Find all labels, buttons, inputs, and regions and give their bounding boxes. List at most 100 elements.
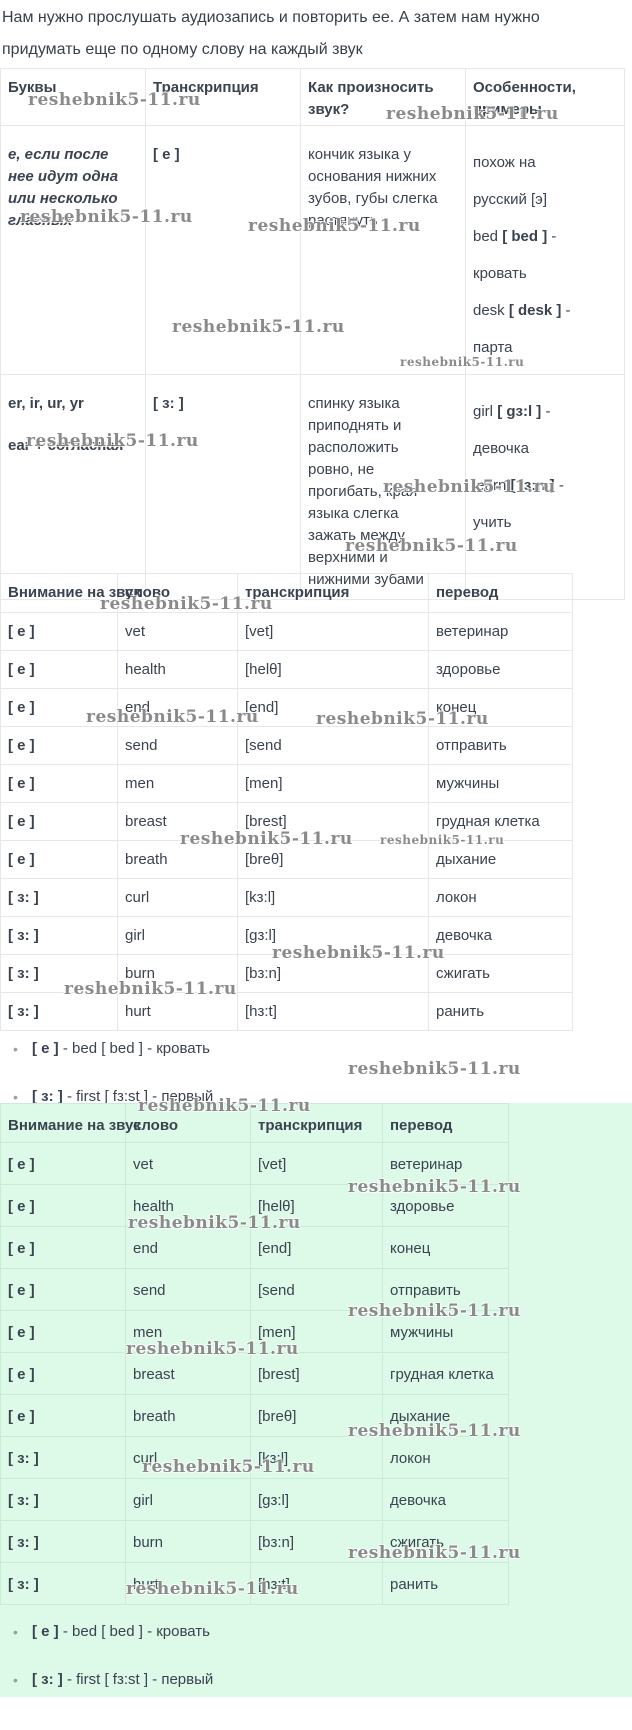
translation-cell: мужчины xyxy=(428,764,573,803)
translation-cell: девочка xyxy=(428,916,573,955)
table-row: [ e ] breath [breθ] дыхание xyxy=(0,840,573,879)
table-row: [ e ] breast [brest] грудная клетка xyxy=(0,1352,509,1395)
sound-cell: [ з: ] xyxy=(0,878,118,917)
translation-cell: локон xyxy=(428,878,573,917)
translation-cell: отправить xyxy=(382,1268,509,1311)
sound-cell: [ з: ] xyxy=(0,1436,126,1479)
features-cell: похож на русский [э] bed [ bed ] - крова… xyxy=(465,125,625,375)
transcription-cell: [kз:l] xyxy=(237,878,429,917)
table-row: [ e ] end [end] конец xyxy=(0,688,573,727)
word-cell: men xyxy=(125,1310,251,1353)
letters-cell: е, если после нее идут одна или нескольк… xyxy=(0,125,146,375)
sound-cell: [ e ] xyxy=(0,1226,126,1269)
translation-cell: грудная клетка xyxy=(428,802,573,841)
sound-cell: [ e ] xyxy=(0,612,118,651)
translation-cell: здоровье xyxy=(382,1184,509,1227)
word-cell: breast xyxy=(125,1352,251,1395)
sound-cell: [ з: ] xyxy=(0,1520,126,1563)
transcription-cell: [send xyxy=(250,1268,383,1311)
translation-cell: здоровье xyxy=(428,650,573,689)
transcription-cell: [men] xyxy=(237,764,429,803)
table-row: [ з: ] curl [kз:l] локон xyxy=(0,1436,509,1479)
word-cell: hurt xyxy=(117,992,238,1031)
letters-cell: er, ir, ur, yr ear + согласная xyxy=(0,374,146,600)
translation-cell: конец xyxy=(382,1226,509,1269)
practice-header-transcription: транскрипция xyxy=(237,573,429,613)
translation-cell: отправить xyxy=(428,726,573,765)
feature-example: bed [ bed ] - кровать xyxy=(473,228,557,282)
transcription-cell: [brest] xyxy=(237,802,429,841)
features-cell: girl [ gз:l ] - девочка learn [ lз:n ] -… xyxy=(465,374,625,600)
sound-cell: [ e ] xyxy=(0,1184,126,1227)
translation-cell: сжигать xyxy=(382,1520,509,1563)
table-row: [ e ] vet [vet] ветеринар xyxy=(0,1142,509,1185)
sound-cell: [ e ] xyxy=(0,726,118,765)
practice-header-translation: перевод xyxy=(428,573,573,613)
intro-text: Нам нужно прослушать аудиозапись и повто… xyxy=(2,9,540,58)
word-cell: health xyxy=(117,650,238,689)
transcription-cell: [hз:t] xyxy=(237,992,429,1031)
rules-header-row: Буквы Транскрипция Как произносить звук?… xyxy=(0,68,625,126)
word-cell: curl xyxy=(125,1436,251,1479)
sound-cell: [ з: ] xyxy=(0,954,118,993)
table-row: [ з: ] hurt [hз:t] ранить xyxy=(0,1562,509,1605)
word-cell: send xyxy=(125,1268,251,1311)
translation-cell: ранить xyxy=(428,992,573,1031)
translation-cell: дыхание xyxy=(382,1394,509,1437)
practice-header-sound: Внимание на звук xyxy=(0,1103,141,1143)
transcription-cell: [end] xyxy=(237,688,429,727)
translation-cell: ветеринар xyxy=(428,612,573,651)
table-row: [ e ] breath [breθ] дыхание xyxy=(0,1394,509,1437)
practice-header-row: Внимание на звук слово транскрипция пере… xyxy=(0,573,573,613)
practice-header-word: слово xyxy=(125,1103,251,1143)
sound-cell: [ e ] xyxy=(0,764,118,803)
rules-header-letters: Буквы xyxy=(0,68,146,126)
table-row: [ e ] vet [vet] ветеринар xyxy=(0,612,573,651)
practice-header-transcription: транскрипция xyxy=(250,1103,383,1143)
word-cell: vet xyxy=(125,1142,251,1185)
sound-cell: [ e ] xyxy=(0,840,118,879)
word-cell: end xyxy=(125,1226,251,1269)
translation-cell: грудная клетка xyxy=(382,1352,509,1395)
list-item: [ з: ] - first [ fз:st ] - первый xyxy=(0,1669,600,1691)
word-cell: hurt xyxy=(125,1562,251,1605)
transcription-cell: [vet] xyxy=(250,1142,383,1185)
transcription-cell: [vet] xyxy=(237,612,429,651)
rules-header-how: Как произносить звук? xyxy=(300,68,466,126)
feature-example: girl [ gз:l ] - девочка xyxy=(473,403,551,457)
rules-row-er: er, ir, ur, yr ear + согласная [ з: ] сп… xyxy=(0,374,625,600)
word-cell: burn xyxy=(117,954,238,993)
table-row: [ e ] send [send отправить xyxy=(0,1268,509,1311)
word-cell: girl xyxy=(125,1478,251,1521)
sound-cell: [ з: ] xyxy=(0,1562,126,1605)
transcription-cell: [hз:t] xyxy=(250,1562,383,1605)
feature-note: похож на русский [э] xyxy=(473,154,547,208)
rules-header-features: Особенности, примеры xyxy=(465,68,625,126)
sound-cell: [ e ] xyxy=(0,1310,126,1353)
transcription-cell: [breθ] xyxy=(250,1394,383,1437)
table-row: [ з: ] hurt [hз:t] ранить xyxy=(0,992,573,1031)
sound-cell: [ з: ] xyxy=(0,916,118,955)
table-row: [ з: ] girl [gз:l] девочка xyxy=(0,1478,509,1521)
translation-cell: мужчины xyxy=(382,1310,509,1353)
list-item: [ e ] - bed [ bed ] - кровать xyxy=(0,1621,600,1643)
sound-cell: [ e ] xyxy=(0,1142,126,1185)
word-cell: girl xyxy=(117,916,238,955)
practice-header-translation: перевод xyxy=(382,1103,509,1143)
word-cell: curl xyxy=(117,878,238,917)
feature-example: learn [ lз:n ] - учить xyxy=(473,477,564,531)
practice-header-sound: Внимание на звук xyxy=(0,573,141,613)
table-row: [ з: ] burn [bз:n] сжигать xyxy=(0,954,573,993)
translation-cell: ранить xyxy=(382,1562,509,1605)
how-to-cell: кончик языка у основания нижних зубов, г… xyxy=(300,125,466,375)
table-row: [ e ] send [send отправить xyxy=(0,726,573,765)
highlighted-practice-section: Внимание на звук слово транскрипция пере… xyxy=(0,1103,632,1697)
transcription-cell: [end] xyxy=(250,1226,383,1269)
practice-header-word: слово xyxy=(117,573,238,613)
word-cell: send xyxy=(117,726,238,765)
sound-cell: [ e ] xyxy=(0,802,118,841)
table-row: [ з: ] girl [gз:l] девочка xyxy=(0,916,573,955)
sound-cell: [ з: ] xyxy=(0,1478,126,1521)
word-cell: burn xyxy=(125,1520,251,1563)
